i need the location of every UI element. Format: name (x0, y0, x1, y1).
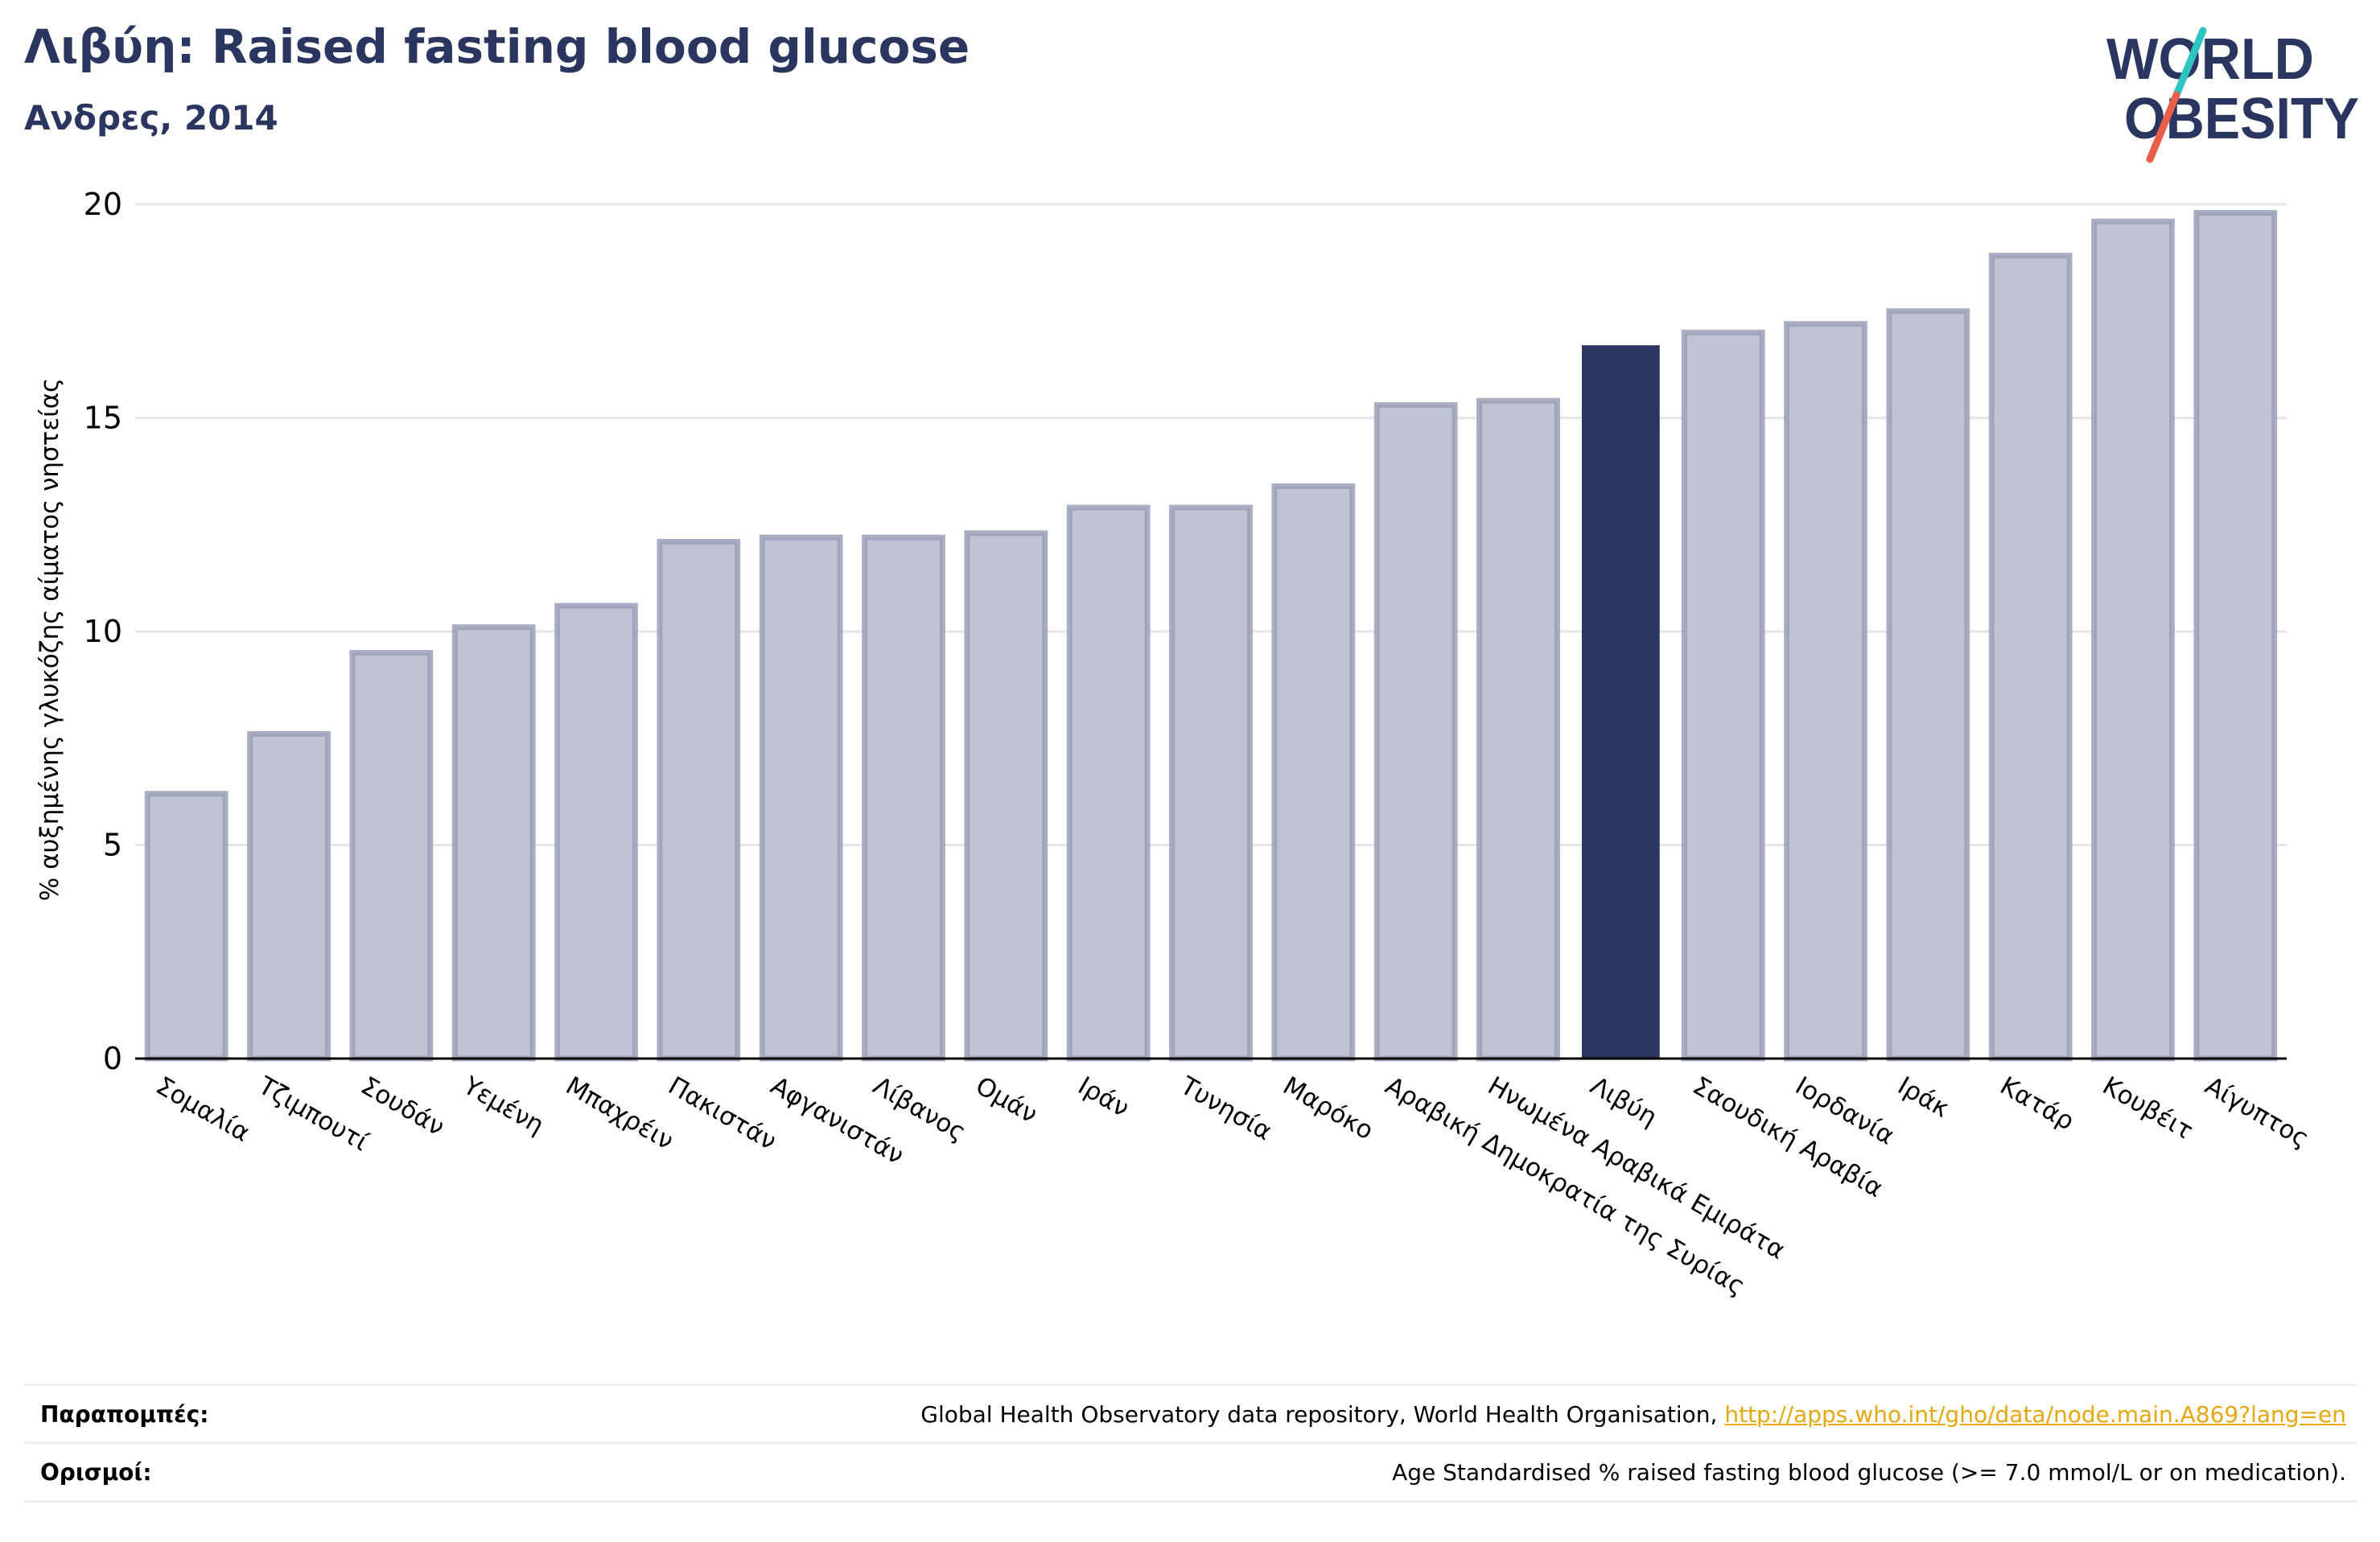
bar (1271, 483, 1356, 1062)
references-row: Παραπομπές: Global Health Observatory da… (24, 1384, 2357, 1442)
bar (862, 534, 945, 1062)
definitions-text: Age Standardised % raised fasting blood … (1392, 1458, 2346, 1486)
bar (759, 534, 843, 1062)
y-tick-label: 15 (84, 401, 122, 436)
logo-slash-teal (2172, 27, 2207, 99)
bar (1784, 321, 1867, 1062)
bar (144, 791, 229, 1062)
world-obesity-logo: WORLD OBESITY (2106, 27, 2359, 163)
bar (451, 624, 536, 1062)
y-tick-label: 10 (84, 614, 122, 649)
x-tick-label: Σαουδική Αραβία (1688, 1071, 1888, 1203)
references-link[interactable]: http://apps.who.int/gho/data/node.main.A… (1724, 1400, 2346, 1428)
x-tick-label: Μπαχρέιν (561, 1071, 678, 1156)
definitions-label: Ορισμοί: (40, 1458, 152, 1486)
bar (1373, 402, 1458, 1062)
definitions-row: Ορισμοί: Age Standardised % raised fasti… (24, 1441, 2357, 1503)
x-tick-label: Πακιστάν (663, 1071, 781, 1156)
x-tick-label: Κουβέιτ (2098, 1071, 2197, 1146)
bar (1476, 397, 1560, 1062)
bar (1988, 253, 2073, 1062)
y-tick-label: 0 (103, 1041, 122, 1076)
y-tick-label: 20 (84, 187, 122, 222)
x-tick-label: Λιβύη (1585, 1071, 1661, 1133)
x-tick-label: Υεμένη (458, 1071, 549, 1140)
x-tick-label: Τζιμπουτί (253, 1071, 373, 1157)
bar-chart: 0 5 10 15 20 % αυξημένης γλυκόζης αίματος νησ… (35, 187, 2314, 1301)
logo-line-world: WORLD (2106, 27, 2314, 92)
bar (1169, 504, 1253, 1062)
chart-title: Λιβύη: Raised fasting blood glucose (24, 19, 970, 74)
logo-slash-red (2146, 91, 2180, 163)
bar (2193, 210, 2278, 1062)
bar (1886, 308, 1970, 1062)
bar (1681, 329, 1765, 1062)
y-tick-label: 5 (103, 828, 122, 863)
bar (2091, 218, 2175, 1062)
x-tick-label: Σομαλία (151, 1071, 255, 1148)
references-text: Global Health Observatory data repositor… (920, 1401, 2357, 1428)
bar (964, 530, 1048, 1062)
chart-subtitle: Ανδρες, 2014 (24, 98, 278, 138)
x-tick-label: Τυνησία (1175, 1071, 1277, 1146)
x-tick-label: Μαρόκο (1278, 1071, 1378, 1146)
bar (247, 730, 331, 1062)
references-label: Παραπομπές: (40, 1400, 209, 1428)
bar (657, 538, 741, 1062)
bar-highlight (1581, 345, 1660, 1059)
x-tick-label: Αίγυπτος (2200, 1071, 2313, 1153)
y-axis-title: % αυξημένης γλυκόζης αίματος νηστείας (35, 378, 64, 901)
bar (349, 650, 434, 1062)
x-tick-label: Ιράκ (1892, 1071, 1954, 1124)
x-tick-label: Κατάρ (1995, 1071, 2079, 1137)
x-tick-label: Ιράν (1073, 1071, 1134, 1123)
references-source: Global Health Observatory data repositor… (920, 1400, 1725, 1428)
x-tick-label: Ομάν (970, 1071, 1042, 1129)
bar (554, 602, 638, 1062)
bar (1066, 504, 1151, 1062)
